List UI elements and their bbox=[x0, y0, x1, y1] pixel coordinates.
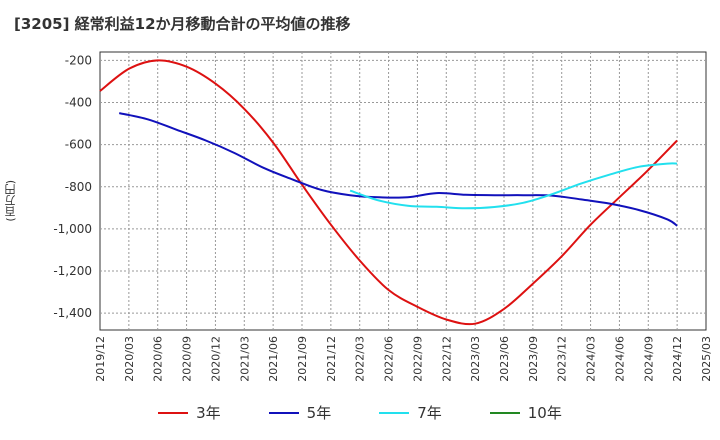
x-tick-label: 2021/06 bbox=[267, 336, 280, 382]
legend-item-7y[interactable]: 7年 bbox=[379, 402, 442, 423]
x-tick-label: 2021/09 bbox=[296, 336, 309, 382]
legend-item-5y[interactable]: 5年 bbox=[268, 402, 332, 423]
legend-swatch-7y bbox=[379, 411, 410, 414]
legend-swatch-3y bbox=[158, 411, 189, 414]
x-tick-label: 2022/09 bbox=[411, 336, 424, 382]
x-tick-label: 2021/12 bbox=[325, 336, 338, 382]
legend-label-5y: 5年 bbox=[306, 404, 332, 422]
x-tick-label: 2025/03 bbox=[700, 336, 713, 382]
y-tick-label: -200 bbox=[65, 53, 92, 67]
y-tick-label: -600 bbox=[65, 138, 92, 152]
x-tick-label: 2020/12 bbox=[209, 336, 222, 382]
x-tick-label: 2022/03 bbox=[354, 336, 367, 382]
legend-swatch-10y bbox=[489, 411, 520, 414]
series-line-5y bbox=[118, 112, 678, 227]
x-tick-label: 2024/12 bbox=[671, 336, 684, 382]
legend-swatch-5y bbox=[268, 411, 299, 414]
series-line-3y bbox=[99, 59, 678, 326]
legend-item-3y[interactable]: 3年 bbox=[158, 402, 221, 423]
y-tick-label: -1,200 bbox=[53, 264, 92, 278]
legend-label-3y: 3年 bbox=[196, 404, 221, 422]
x-tick-label: 2024/09 bbox=[642, 336, 655, 382]
x-tick-label: 2023/06 bbox=[498, 336, 511, 382]
legend-item-10y[interactable]: 10年 bbox=[489, 402, 562, 423]
legend-label-7y: 7年 bbox=[417, 404, 442, 422]
x-tick-label: 2023/12 bbox=[556, 336, 569, 382]
x-tick-label: 2024/03 bbox=[585, 336, 598, 382]
y-tick-label: -400 bbox=[65, 96, 92, 110]
y-tick-label: -1,400 bbox=[53, 306, 92, 320]
x-tick-label: 2022/12 bbox=[440, 336, 453, 382]
x-tick-label: 2023/03 bbox=[469, 336, 482, 382]
legend-label-10y: 10年 bbox=[527, 404, 562, 422]
line-chart: -200 -400 -600 -800 -1,000 -1,200 -1,400 2019/1… bbox=[53, 51, 713, 382]
x-tick-label: 2024/06 bbox=[613, 336, 626, 382]
x-tick-label: 2023/09 bbox=[527, 336, 540, 382]
x-tick-label: 2020/06 bbox=[152, 336, 165, 382]
y-tick-label: -800 bbox=[65, 180, 92, 194]
x-tick-label: 2021/03 bbox=[238, 336, 251, 382]
x-tick-label: 2020/09 bbox=[181, 336, 194, 382]
y-tick-label: -1,000 bbox=[53, 222, 92, 236]
x-tick-label: 2019/12 bbox=[94, 336, 107, 382]
chart-title: [3205] 経常利益12か月移動合計の平均値の推移 bbox=[14, 15, 351, 33]
plot-area bbox=[99, 51, 707, 331]
legend: 3年 5年 7年 10年 bbox=[0, 402, 720, 423]
x-tick-label: 2020/03 bbox=[123, 336, 136, 382]
x-tick-label: 2022/06 bbox=[383, 336, 396, 382]
series-line-7y bbox=[349, 162, 678, 210]
